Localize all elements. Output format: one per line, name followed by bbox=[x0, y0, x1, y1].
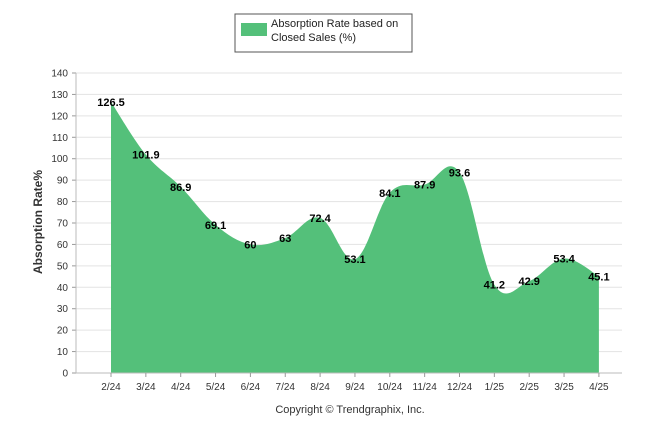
x-tick-label: 7/24 bbox=[276, 382, 296, 393]
x-tick-label: 4/25 bbox=[589, 382, 609, 393]
x-tick-label: 6/24 bbox=[241, 382, 261, 393]
y-tick-label: 120 bbox=[51, 111, 68, 122]
data-label: 101.9 bbox=[132, 150, 160, 162]
data-label: 84.1 bbox=[379, 188, 400, 200]
x-tick-labels: 2/24 3/24 4/24 5/24 6/24 7/24 8/24 9/24 10/24 11/… bbox=[101, 373, 609, 393]
y-tick-label: 50 bbox=[57, 261, 69, 272]
y-tick-label: 0 bbox=[62, 369, 68, 380]
data-label: 69.1 bbox=[205, 220, 226, 232]
legend: Absorption Rate based on Closed Sales (%… bbox=[234, 13, 413, 53]
y-tick-labels: 0 10 20 30 40 50 60 70 80 90 100 110 120 130 140 bbox=[51, 69, 68, 380]
data-label: 63 bbox=[279, 233, 291, 245]
y-tick-label: 130 bbox=[51, 90, 68, 101]
x-tick-label: 9/24 bbox=[345, 382, 365, 393]
y-tick-label: 80 bbox=[57, 197, 69, 208]
data-label: 53.1 bbox=[344, 254, 365, 266]
y-tick-label: 70 bbox=[57, 219, 69, 230]
data-label: 45.1 bbox=[588, 271, 609, 283]
y-axis-title: Absorption Rate% bbox=[31, 170, 45, 274]
x-tick-label: 12/24 bbox=[447, 382, 472, 393]
legend-label-line-1: Absorption Rate based on bbox=[271, 18, 398, 30]
data-label: 41.2 bbox=[484, 280, 505, 292]
y-tick-label: 110 bbox=[52, 133, 68, 144]
y-tick-label: 30 bbox=[57, 304, 69, 315]
x-tick-label: 11/24 bbox=[413, 382, 438, 393]
y-tick-label: 20 bbox=[57, 326, 69, 337]
y-tick-label: 100 bbox=[51, 154, 68, 165]
axes bbox=[75, 73, 622, 374]
x-tick-label: 5/24 bbox=[206, 382, 226, 393]
y-tick-label: 60 bbox=[57, 240, 69, 251]
series-area bbox=[111, 101, 599, 373]
x-tick-label: 2/25 bbox=[519, 382, 539, 393]
legend-label-line-2: Closed Sales (%) bbox=[271, 32, 356, 44]
data-label: 53.4 bbox=[553, 254, 575, 266]
x-tick-label: 1/25 bbox=[485, 382, 505, 393]
copyright-footer: Copyright © Trendgraphix, Inc. bbox=[275, 404, 424, 416]
x-tick-label: 3/25 bbox=[554, 382, 574, 393]
y-tick-label: 40 bbox=[57, 283, 69, 294]
x-tick-label: 4/24 bbox=[171, 382, 191, 393]
data-label: 87.9 bbox=[414, 180, 435, 192]
y-tick-label: 90 bbox=[57, 176, 69, 187]
x-tick-label: 3/24 bbox=[136, 382, 156, 393]
x-tick-label: 2/24 bbox=[101, 382, 121, 393]
x-tick-label: 8/24 bbox=[310, 382, 330, 393]
area-layer bbox=[111, 101, 599, 373]
y-tick-label: 140 bbox=[51, 69, 68, 80]
data-label: 93.6 bbox=[449, 167, 470, 179]
data-label: 72.4 bbox=[309, 213, 331, 225]
data-label: 126.5 bbox=[97, 97, 125, 109]
legend-swatch bbox=[241, 23, 267, 36]
data-label: 86.9 bbox=[170, 182, 191, 194]
data-label: 60 bbox=[244, 239, 256, 251]
data-label: 42.9 bbox=[518, 276, 539, 288]
data-labels: 126.5 101.9 86.9 69.1 60 63 72.4 53.1 84.1 87.9 93… bbox=[97, 97, 609, 292]
x-tick-label: 10/24 bbox=[377, 382, 402, 393]
y-tick-label: 10 bbox=[57, 347, 69, 358]
